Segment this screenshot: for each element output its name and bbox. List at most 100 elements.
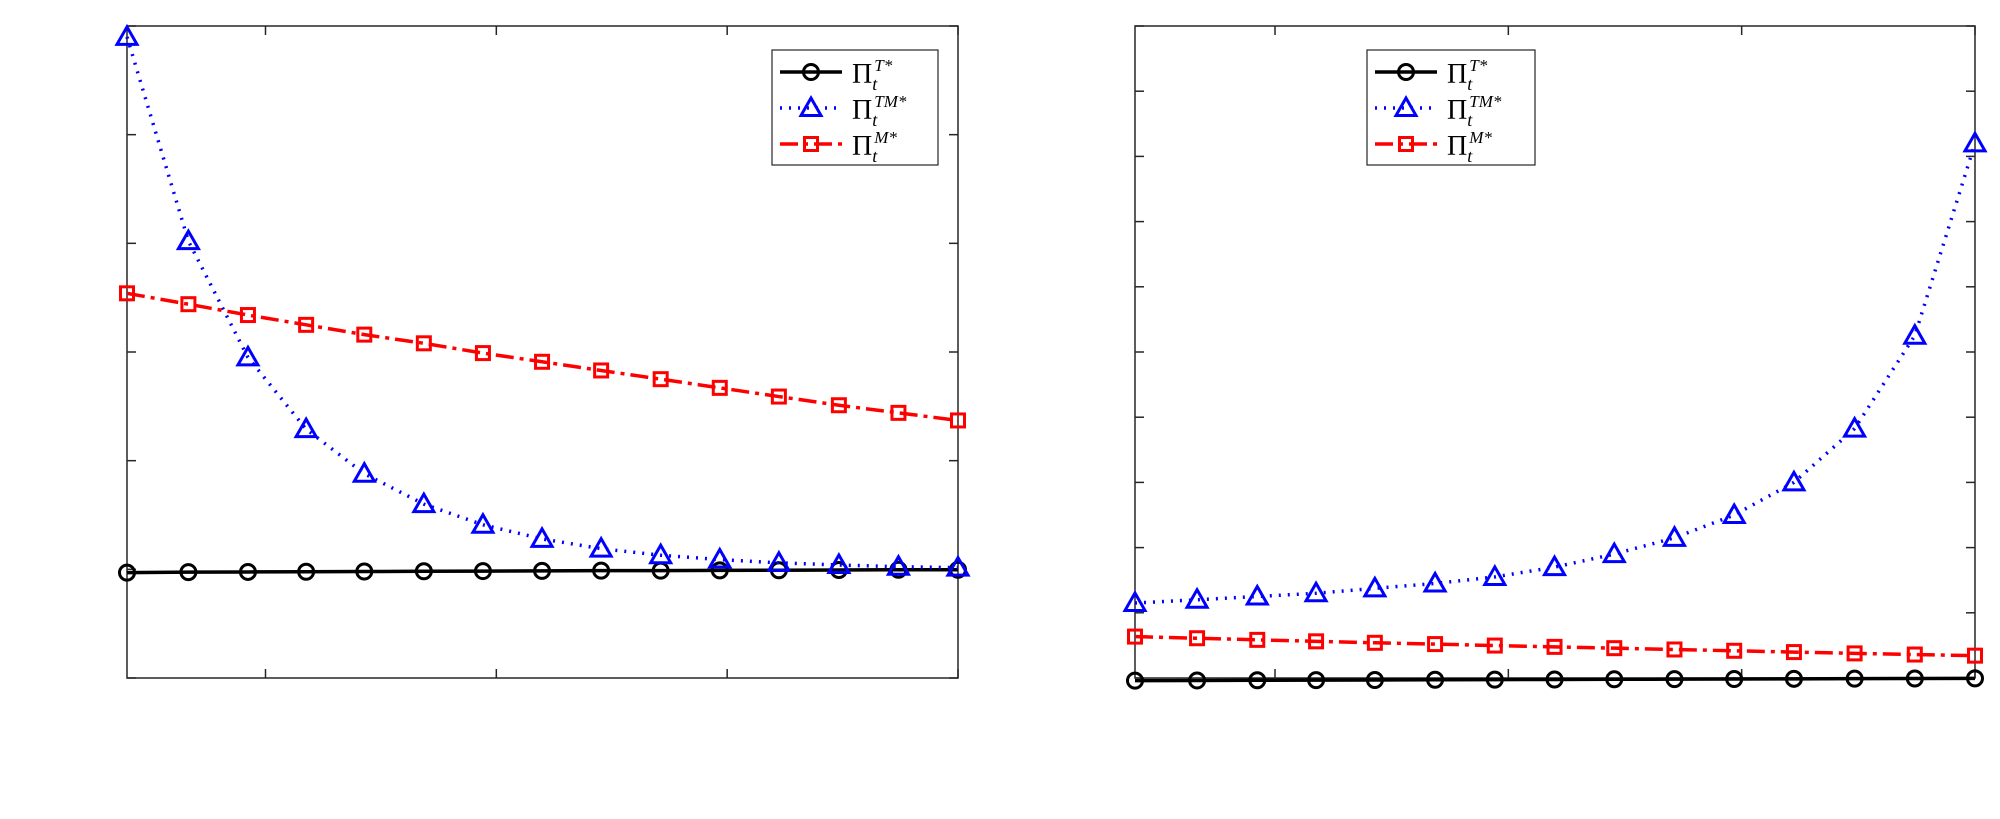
data-point-marker (474, 345, 491, 362)
data-point-marker (355, 562, 374, 581)
data-point-marker (533, 561, 552, 580)
legend-swatch-marker (1397, 63, 1415, 81)
data-point-marker (175, 228, 201, 251)
data-point-marker (1785, 644, 1802, 661)
data-point-marker (1426, 670, 1445, 689)
series-line (126, 568, 958, 575)
legend-symbol: Π (852, 131, 872, 162)
data-point-marker (411, 491, 437, 514)
data-point-marker (119, 285, 135, 302)
data-point-marker (1127, 628, 1143, 645)
data-point-marker (588, 535, 614, 558)
data-point-marker (356, 326, 373, 343)
data-point-marker (950, 412, 966, 429)
data-point-marker (1845, 669, 1864, 688)
data-point-marker (1967, 647, 1983, 664)
data-point-marker (534, 353, 551, 370)
data-point-marker (1902, 322, 1928, 345)
series-line (1134, 634, 1976, 658)
data-point-marker (1606, 640, 1623, 657)
series-triangle (1122, 130, 1988, 613)
data-point-marker (1362, 575, 1388, 598)
legend-superscript: T* (874, 56, 892, 75)
data-point-marker (1249, 631, 1266, 648)
legend-superscript: T* (1469, 56, 1487, 75)
data-point-marker (351, 460, 377, 483)
data-point-marker (1725, 669, 1744, 688)
data-point-marker (1545, 670, 1564, 689)
data-point-marker (1427, 636, 1444, 653)
legend-superscript: M* (873, 128, 897, 147)
data-point-marker (1962, 130, 1988, 153)
data-point-marker (766, 549, 792, 572)
legend-swatch-marker (803, 136, 819, 152)
data-point-marker (1188, 671, 1207, 690)
data-point-marker (592, 561, 611, 580)
legend-swatch-marker (802, 63, 820, 81)
legend-swatch-marker (798, 94, 824, 117)
legend-superscript: TM* (1469, 92, 1502, 111)
data-point-marker (1842, 415, 1868, 438)
data-point-marker (298, 316, 315, 333)
legend: ΠtT*ΠtTM*ΠtM* (771, 49, 939, 166)
data-point-marker (1189, 630, 1206, 647)
data-point-marker (1184, 586, 1210, 609)
data-point-marker (114, 23, 140, 46)
data-point-marker (297, 562, 316, 581)
data-point-marker (239, 307, 256, 324)
data-point-marker (1665, 670, 1684, 689)
data-point-marker (1248, 671, 1267, 690)
series-square (1127, 628, 1983, 664)
data-point-marker (473, 562, 492, 581)
legend-swatch-marker (1398, 136, 1414, 152)
data-point-marker (238, 562, 257, 581)
series-square (119, 285, 966, 429)
data-point-marker (1846, 645, 1863, 662)
data-point-marker (1365, 670, 1384, 689)
data-point-marker (707, 546, 733, 569)
series-circle (1126, 669, 1984, 690)
data-point-marker (118, 563, 136, 582)
legend-symbol: Π (852, 59, 872, 90)
data-point-marker (885, 553, 912, 576)
data-point-marker (830, 397, 847, 414)
legend: ΠtT*ΠtTM*ΠtM* (1366, 49, 1536, 166)
data-point-marker (235, 344, 261, 367)
data-point-marker (890, 404, 907, 421)
data-point-marker (1308, 633, 1325, 650)
data-point-marker (1546, 638, 1563, 655)
legend-subscript: t (1467, 110, 1473, 130)
data-point-marker (1366, 634, 1383, 651)
data-point-marker (1661, 524, 1688, 547)
data-point-marker (529, 525, 555, 548)
legend-entry-label: ΠtT* (1447, 56, 1488, 94)
chart-panel-b: ΠtT*ΠtTM*ΠtM* (1122, 25, 1988, 690)
data-point-marker (1905, 669, 1924, 688)
data-point-marker (179, 563, 198, 582)
data-point-marker (1966, 669, 1984, 688)
data-point-marker (293, 416, 319, 439)
data-point-marker (1126, 671, 1144, 690)
plot-frame (1134, 25, 1976, 679)
data-point-marker (1485, 670, 1504, 689)
data-point-marker (1122, 589, 1148, 613)
data-point-marker (180, 296, 197, 313)
data-point-marker (1303, 580, 1329, 603)
series-triangle (114, 23, 971, 577)
series-line (1134, 142, 1977, 605)
legend-entry-label: ΠtM* (852, 128, 897, 166)
data-point-marker (1486, 637, 1503, 654)
legend-entry-label: ΠtT* (852, 56, 893, 94)
chart-panel-a: ΠtT*ΠtTM*ΠtM* (114, 23, 971, 679)
data-point-marker (470, 511, 496, 534)
data-point-marker (1721, 501, 1747, 524)
data-point-marker (1482, 563, 1508, 586)
data-point-marker (710, 561, 729, 580)
legend-symbol: Π (852, 95, 872, 126)
data-point-marker (1726, 642, 1743, 659)
data-point-marker (1784, 669, 1803, 688)
data-point-marker (1906, 646, 1923, 663)
legend-entry-label: ΠtM* (1447, 128, 1492, 166)
data-point-marker (652, 371, 669, 388)
